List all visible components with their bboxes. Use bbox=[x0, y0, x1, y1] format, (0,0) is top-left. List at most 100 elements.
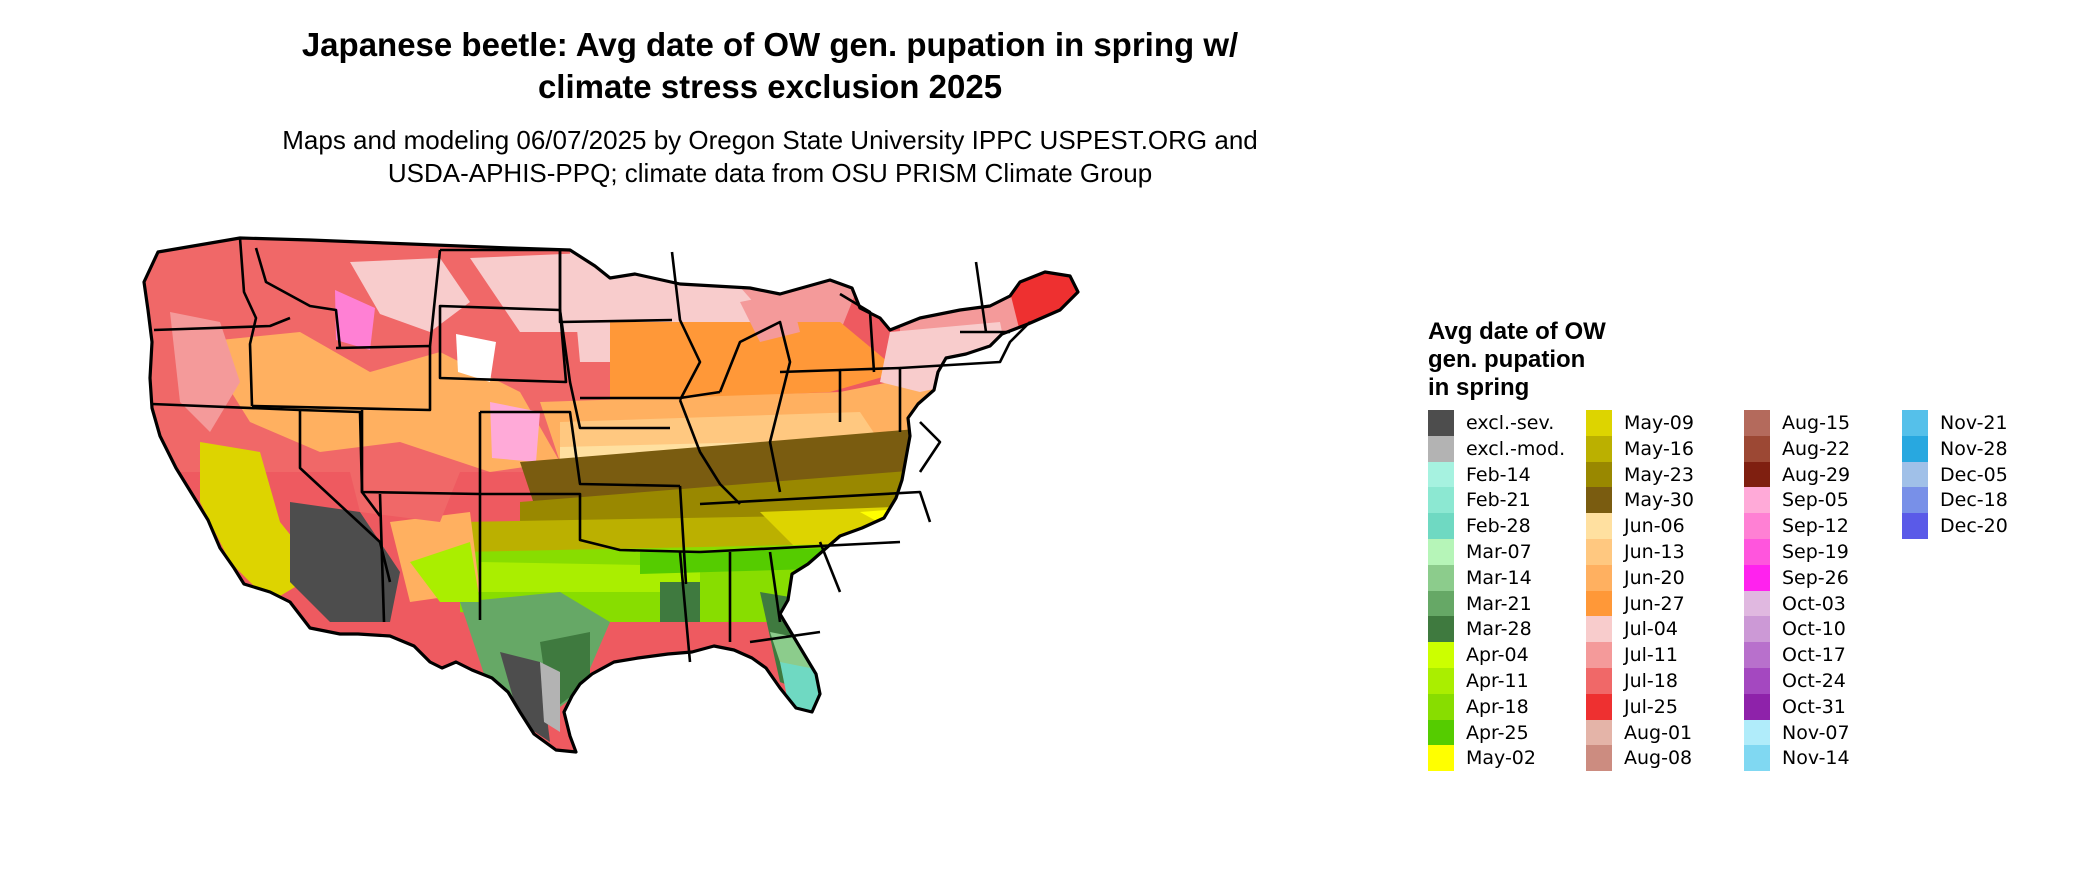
legend-swatch bbox=[1586, 642, 1612, 669]
legend-label: May-16 bbox=[1624, 437, 1694, 460]
legend-swatch bbox=[1586, 616, 1612, 643]
legend-item: Sep-05 bbox=[1744, 487, 1849, 514]
legend-label: Sep-05 bbox=[1782, 489, 1849, 512]
boundary-mo-il bbox=[678, 399, 741, 505]
zone-south-texas-excl-sev bbox=[500, 652, 550, 742]
boundary-la-ms bbox=[678, 551, 692, 663]
zone-michigan-up-jul-11 bbox=[740, 292, 800, 342]
legend-label: Mar-21 bbox=[1466, 592, 1532, 615]
legend-swatch bbox=[1428, 719, 1454, 746]
legend-label: May-09 bbox=[1624, 412, 1694, 434]
legend-label: Apr-04 bbox=[1466, 644, 1529, 667]
legend-item: Nov-28 bbox=[1902, 435, 2008, 462]
legend-swatch bbox=[1428, 539, 1454, 565]
zone-idaho-high-sep-12 bbox=[335, 290, 375, 350]
boundary-tn-south bbox=[699, 540, 901, 554]
legend-swatch bbox=[1744, 590, 1770, 617]
legend-title-line-3: in spring bbox=[1428, 374, 1530, 401]
boundary-id-mt bbox=[254, 247, 342, 349]
boundary-wv-va bbox=[918, 421, 942, 473]
boundary-id-west bbox=[238, 237, 258, 407]
legend-label: Jun-20 bbox=[1624, 566, 1685, 589]
boundary-ar-west bbox=[678, 485, 688, 585]
legend-label: Oct-24 bbox=[1782, 670, 1846, 692]
legend-item: Sep-26 bbox=[1744, 564, 1849, 591]
boundary-mn-west bbox=[558, 250, 673, 324]
legend-swatch bbox=[1744, 616, 1770, 643]
legend-swatch bbox=[1902, 513, 1928, 540]
legend-label: Oct-03 bbox=[1782, 592, 1846, 615]
legend-swatch bbox=[1428, 513, 1454, 540]
legend-item: Jun-13 bbox=[1586, 539, 1685, 565]
legend-swatch bbox=[1744, 487, 1770, 514]
zone-plains-jun-27 bbox=[610, 322, 900, 402]
legend-swatch bbox=[1586, 435, 1612, 462]
legend-item: Oct-03 bbox=[1744, 590, 1846, 617]
legend-swatch bbox=[1586, 539, 1612, 565]
legend-swatch bbox=[1586, 564, 1612, 591]
legend-item: Mar-14 bbox=[1428, 564, 1532, 591]
legend-item: May-09 bbox=[1586, 410, 1694, 436]
legend-item: Oct-17 bbox=[1744, 642, 1846, 669]
legend-swatch bbox=[1586, 590, 1612, 617]
legend-swatch bbox=[1586, 487, 1612, 514]
legend-label: Apr-11 bbox=[1466, 670, 1529, 692]
legend-swatch bbox=[1902, 410, 1928, 436]
legend-label: Jun-06 bbox=[1624, 515, 1685, 538]
legend-label: Sep-19 bbox=[1782, 541, 1849, 563]
legend-label: excl.-sev. bbox=[1466, 412, 1555, 434]
boundary-id-wy-ut bbox=[251, 344, 432, 412]
zone-south-florida-feb-28 bbox=[780, 662, 830, 722]
legend-swatch bbox=[1902, 435, 1928, 462]
legend-swatch bbox=[1428, 693, 1454, 720]
legend-title-line-1: Avg date of OW bbox=[1428, 318, 1606, 345]
legend-label: Dec-05 bbox=[1940, 463, 2008, 486]
boundary-tn-ky bbox=[699, 490, 932, 523]
conus-pupation-map bbox=[142, 236, 1080, 754]
legend-label: Nov-07 bbox=[1782, 721, 1850, 744]
legend-label: May-02 bbox=[1466, 747, 1536, 770]
boundary-wyoming bbox=[438, 304, 568, 384]
legend-item: Aug-15 bbox=[1744, 410, 1850, 436]
state-boundaries bbox=[151, 237, 1031, 663]
legend-label: Aug-08 bbox=[1624, 747, 1693, 770]
boundary-ny-pa bbox=[899, 321, 1031, 370]
legend-label: Feb-21 bbox=[1466, 489, 1531, 512]
map-title-line-2: climate stress exclusion 2025 bbox=[537, 68, 1003, 105]
legend-entries: excl.-sev. excl.-mod. Feb-14 Feb-21 Feb-28 Ma… bbox=[1428, 410, 2008, 800]
zone-mississippi-apr-25 bbox=[640, 548, 850, 574]
legend-title: Avg date of OW gen. pupation in spring bbox=[1428, 318, 1668, 402]
zone-west-texas-apr-11 bbox=[410, 542, 480, 602]
legend-swatch bbox=[1744, 461, 1770, 488]
boundary-sd-ne bbox=[558, 309, 670, 430]
legend-swatch bbox=[1744, 435, 1770, 462]
legend-swatch bbox=[1744, 410, 1770, 436]
legend-item: Feb-21 bbox=[1428, 487, 1531, 514]
legend-label: Aug-29 bbox=[1782, 463, 1851, 486]
legend-label: Mar-14 bbox=[1466, 566, 1532, 589]
legend-item: excl.-sev. bbox=[1428, 410, 1554, 436]
legend-item: Apr-18 bbox=[1428, 693, 1529, 720]
legend-label: May-30 bbox=[1624, 489, 1694, 512]
map-title: Japanese beetle: Avg date of OW gen. pup… bbox=[160, 24, 1380, 108]
legend-swatch bbox=[1902, 461, 1928, 488]
legend-item: Mar-28 bbox=[1428, 616, 1532, 643]
legend-swatch bbox=[1902, 487, 1928, 514]
zone-south-texas-excl-mod bbox=[540, 662, 560, 732]
legend-item: Nov-07 bbox=[1744, 719, 1850, 746]
legend-label: Oct-31 bbox=[1782, 695, 1846, 718]
legend-item: Nov-21 bbox=[1902, 410, 2008, 436]
map-subtitle-line-2: USDA-APHIS-PPQ; climate data from OSU PR… bbox=[387, 158, 1153, 188]
legend-label: Apr-18 bbox=[1466, 695, 1529, 718]
legend-swatch bbox=[1744, 719, 1770, 746]
legend-swatch bbox=[1744, 513, 1770, 540]
boundary-al-ga bbox=[768, 551, 782, 623]
boundary-ca-nv bbox=[298, 410, 392, 583]
legend-label: Jul-04 bbox=[1624, 618, 1678, 641]
legend-label: Oct-10 bbox=[1782, 618, 1846, 641]
legend-item: Oct-31 bbox=[1744, 693, 1846, 720]
legend-swatch bbox=[1428, 745, 1454, 772]
legend-swatch bbox=[1744, 564, 1770, 591]
zone-arizona-highlands-jul-18 bbox=[350, 472, 460, 522]
legend-item: Aug-29 bbox=[1744, 461, 1851, 488]
